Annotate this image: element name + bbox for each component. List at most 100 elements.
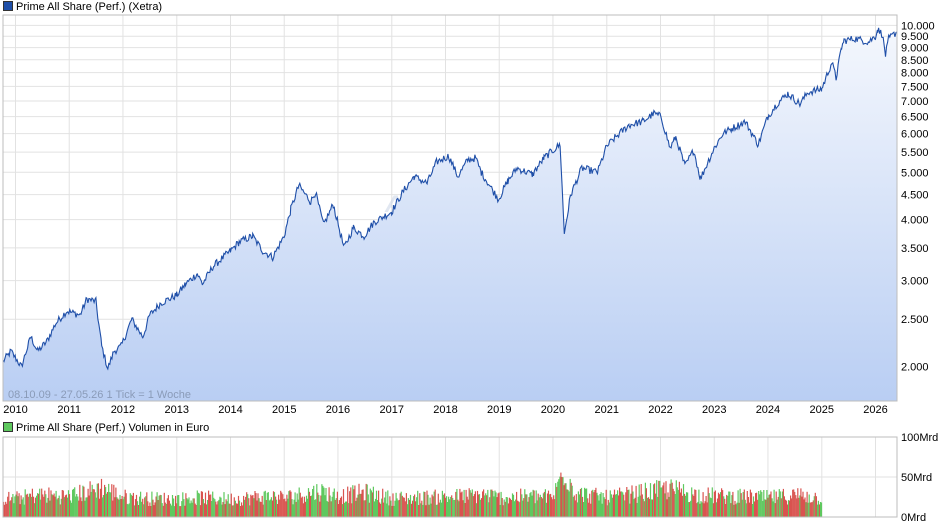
volume-bar [746, 491, 748, 517]
volume-bar [536, 500, 538, 517]
volume-bar [131, 495, 133, 517]
volume-bar [492, 491, 494, 517]
volume-bar [311, 495, 313, 517]
volume-bar [291, 499, 293, 517]
volume-bar [657, 496, 659, 517]
volume-bar [708, 493, 710, 517]
volume-bar [551, 497, 553, 517]
volume-bar [667, 492, 669, 517]
volume-bar [810, 502, 812, 517]
volume-bar [797, 488, 799, 517]
volume-bar [658, 480, 660, 517]
volume-bar [162, 505, 164, 517]
volume-bar [647, 497, 650, 517]
price-x-axis: 2010 2011 2012 2013 2014 2015 2016 2017 2018 2019… [3, 404, 887, 416]
volume-bar [310, 496, 312, 517]
volume-bar [763, 490, 765, 517]
volume-bar [792, 489, 794, 517]
volume-bar [29, 493, 31, 517]
volume-bar [193, 498, 195, 517]
volume-bar [500, 491, 502, 517]
volume-bar [201, 491, 203, 517]
volume-bar [585, 488, 587, 517]
volume-bar [363, 500, 365, 517]
volume-bar [303, 496, 305, 517]
volume-bar [814, 492, 816, 517]
x-tick-label: 2017 [380, 404, 404, 416]
volume-bar [412, 500, 414, 517]
volume-bar [79, 484, 81, 517]
volume-bar [359, 493, 361, 517]
volume-bar [307, 488, 310, 517]
volume-bar [14, 496, 16, 517]
volume-bar [386, 503, 388, 517]
volume-bar [654, 483, 656, 517]
volume-bar [217, 501, 219, 517]
volume-bar [128, 503, 130, 517]
volume-bar [354, 485, 356, 517]
volume-bar [202, 499, 204, 517]
volume-bar [51, 494, 53, 517]
volume-bar [45, 494, 47, 517]
volume-bar [580, 487, 583, 517]
volume-bar [238, 500, 241, 517]
volume-bar [723, 496, 725, 517]
volume-bar [253, 498, 255, 517]
volume-bar [628, 489, 630, 517]
volume-bar [438, 502, 440, 517]
volume-bar [690, 500, 692, 517]
volume-bar [689, 502, 691, 517]
price-y-tick-label: 10.000 [901, 20, 935, 32]
volume-bar [346, 501, 348, 517]
volume-bar [398, 499, 400, 517]
volume-bar [432, 496, 434, 517]
volume-bar [591, 490, 593, 517]
volume-bar [574, 500, 576, 517]
volume-bar [164, 502, 166, 517]
volume-bar [143, 504, 145, 517]
volume-bar [452, 498, 454, 517]
volume-bar [19, 504, 21, 517]
volume-bar [106, 493, 108, 517]
volume-bar [37, 493, 39, 517]
volume-bar [669, 483, 671, 517]
volume-bar [5, 501, 7, 517]
volume-bar [248, 498, 250, 517]
volume-bar [521, 494, 523, 517]
volume-bar [673, 491, 675, 517]
volume-bar [98, 498, 100, 517]
volume-bar [127, 504, 129, 517]
volume-bar [327, 501, 329, 517]
volume-bar [184, 505, 186, 517]
volume-bar [109, 492, 111, 517]
volume-bar [197, 492, 199, 517]
volume-bar [529, 493, 531, 517]
volume-bar [317, 492, 319, 517]
volume-bar [130, 494, 132, 517]
volume-bar [239, 506, 242, 517]
volume-bar [364, 500, 366, 517]
volume-bar [731, 495, 733, 517]
volume-bar [58, 495, 60, 517]
volume-bar [83, 486, 85, 517]
volume-bar [469, 490, 471, 517]
volume-bar [61, 490, 63, 517]
volume-bar [670, 479, 672, 517]
volume-bar [292, 504, 294, 517]
volume-bar [441, 490, 443, 517]
volume-bar [728, 491, 730, 517]
volume-bar [63, 497, 65, 517]
volume-bar [384, 497, 386, 517]
volume-bar [682, 484, 685, 517]
volume-bar [348, 503, 350, 517]
volume-bar [679, 492, 681, 517]
volume-bar [430, 503, 432, 517]
volume-bar [782, 488, 784, 517]
volume-bar [524, 489, 526, 517]
volume-bar [525, 494, 527, 517]
volume-bar [562, 477, 564, 517]
volume-bar [425, 505, 427, 517]
volume-bar [261, 495, 263, 517]
volume-bar [257, 493, 259, 517]
